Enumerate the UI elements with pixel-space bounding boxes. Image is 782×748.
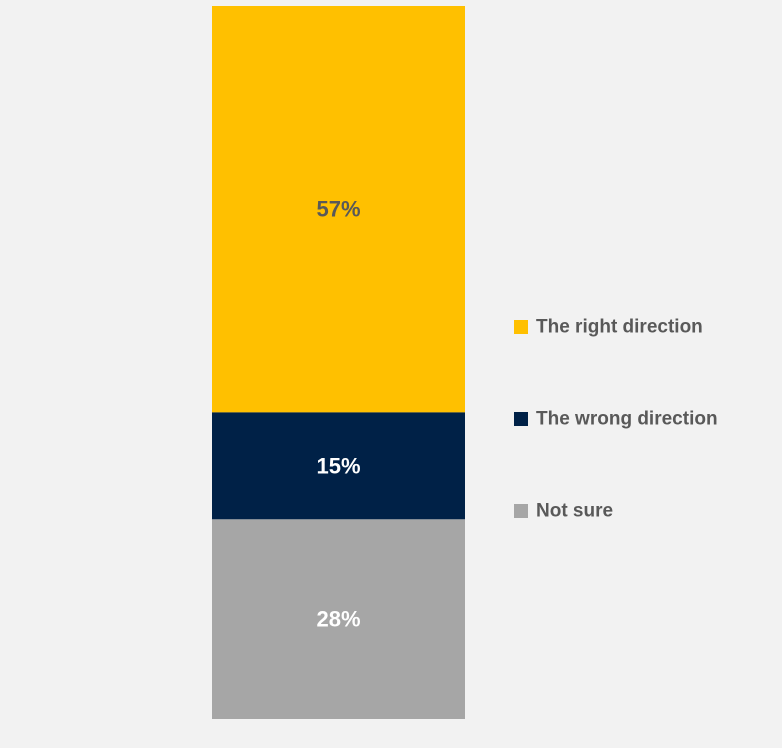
data-label-not-sure: 28%	[316, 607, 360, 632]
legend-item-the-right-direction: The right direction	[514, 317, 703, 338]
bar-group	[212, 6, 465, 719]
bar-segment-not-sure	[212, 519, 465, 719]
legend-label-the-right-direction: The right direction	[536, 317, 703, 338]
legend-marker-not-sure	[514, 504, 528, 518]
legend-marker-the-wrong-direction	[514, 412, 528, 426]
bar-segment-the-wrong-direction	[212, 412, 465, 520]
data-label-group: 57% 15% 28%	[316, 197, 360, 632]
data-label-the-wrong-direction: 15%	[316, 453, 360, 478]
legend-label-not-sure: Not sure	[536, 501, 613, 522]
legend: The right direction The wrong direction No…	[514, 317, 718, 522]
legend-marker-the-right-direction	[514, 320, 528, 334]
legend-item-not-sure: Not sure	[514, 501, 613, 522]
data-label-the-right-direction: 57%	[316, 197, 360, 222]
legend-item-the-wrong-direction: The wrong direction	[514, 409, 718, 430]
bar-segment-the-right-direction	[212, 6, 465, 413]
legend-label-the-wrong-direction: The wrong direction	[536, 409, 718, 430]
